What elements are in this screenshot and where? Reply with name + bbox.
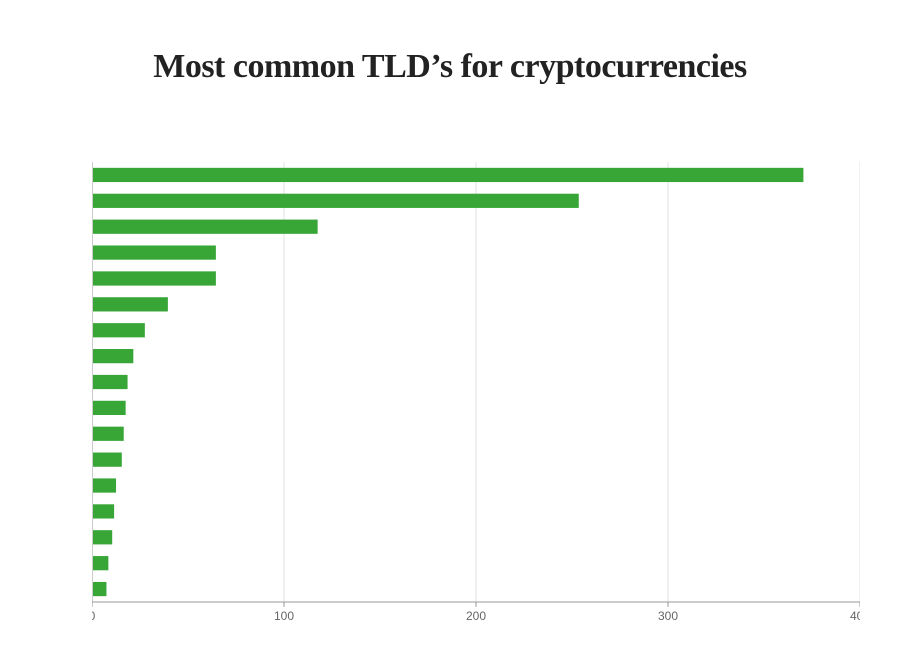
- x-tick-label: 0: [92, 609, 96, 623]
- bar: [93, 271, 216, 285]
- bar: [93, 168, 803, 182]
- chart-plot: .com.org.io.info.net.co.pw.tech.in.us.ne…: [92, 152, 860, 630]
- bar: [93, 401, 126, 415]
- bar: [93, 349, 133, 363]
- bar: [93, 504, 114, 518]
- chart-title: Most common TLD’s for cryptocurrencies: [0, 48, 900, 86]
- bar: [93, 323, 145, 337]
- bar: [93, 556, 108, 570]
- bar: [93, 582, 106, 596]
- bar: [93, 220, 318, 234]
- bar: [93, 297, 168, 311]
- bar: [93, 478, 116, 492]
- bar: [93, 245, 216, 259]
- bar: [93, 530, 112, 544]
- x-tick-label: 400: [850, 609, 860, 623]
- bar: [93, 375, 128, 389]
- x-tick-label: 100: [274, 609, 294, 623]
- chart-container: Most common TLD’s for cryptocurrencies .…: [0, 0, 900, 666]
- bar: [93, 453, 122, 467]
- bar: [93, 427, 124, 441]
- x-tick-label: 200: [466, 609, 486, 623]
- x-tick-label: 300: [658, 609, 678, 623]
- bar: [93, 194, 579, 208]
